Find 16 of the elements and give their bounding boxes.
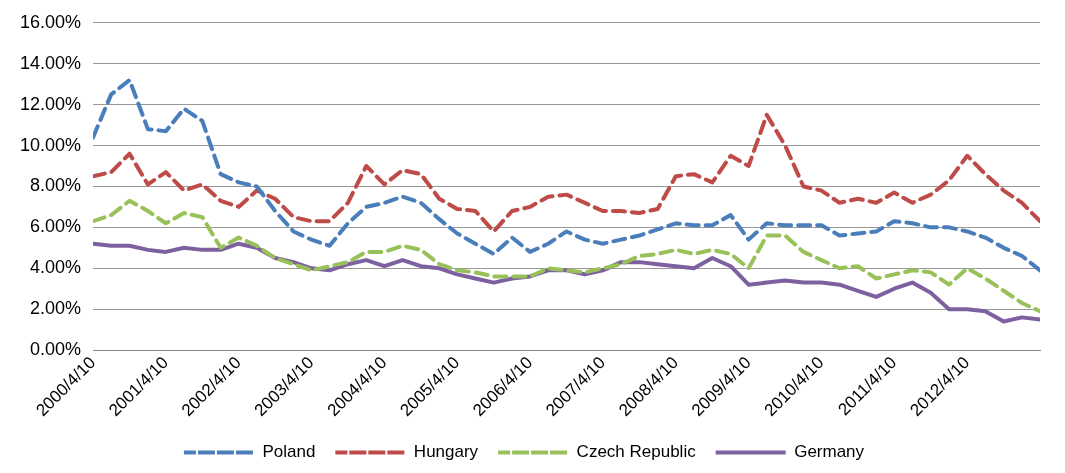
y-tick-label: 12.00% [19, 93, 82, 114]
legend-label: Czech Republic [576, 442, 697, 462]
line-series [93, 112, 1040, 234]
y-tick-label: 6.00% [30, 216, 82, 237]
line-series [93, 198, 1040, 314]
y-tick-label: 14.00% [19, 52, 82, 73]
legend-label: Hungary [413, 442, 479, 462]
y-tick-label: 2.00% [30, 298, 82, 319]
legend-label: Germany [794, 442, 865, 462]
y-tick-label: 16.00% [19, 11, 82, 32]
y-tick-label: 10.00% [19, 134, 82, 155]
y-tick-label: 8.00% [30, 175, 82, 196]
legend-label: Poland [262, 442, 316, 462]
y-tick-label: 4.00% [30, 257, 82, 278]
y-tick-label: 0.00% [30, 339, 82, 360]
line-series [93, 78, 1040, 273]
